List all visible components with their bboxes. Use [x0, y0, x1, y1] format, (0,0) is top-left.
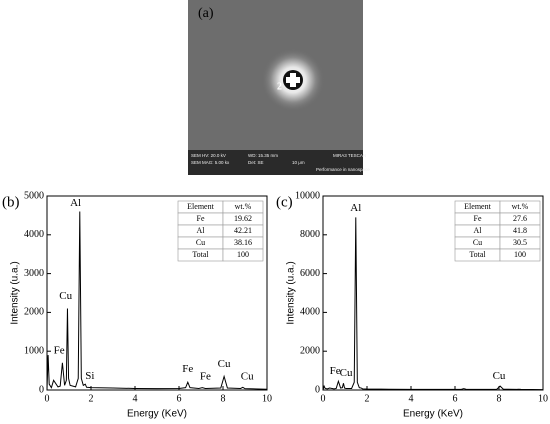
peak-label: Si [85, 370, 94, 382]
plot-frame [46, 195, 268, 391]
composition-table: Element wt.% Fe 27.6 Al 41.8 Cu 30.5 Total 100 [454, 200, 541, 262]
y-tick-label: 0 [315, 384, 320, 395]
table-text: Cu [473, 238, 482, 247]
sem-image: 2 (a) SEM HV: 20.0 kV WD: 15.35 mm MIRA3… [188, 0, 370, 175]
x-tick-label: 4 [133, 393, 138, 404]
info-text: SEM HV: 20.0 kV [191, 153, 226, 158]
y-tick-label: 0 [39, 384, 44, 395]
info-bar [188, 150, 363, 175]
peak-label: Cu [218, 358, 231, 370]
info-text: 10 μm [292, 160, 305, 165]
x-tick-label: 2 [365, 393, 370, 404]
table-text: Fe [197, 214, 205, 223]
y-tick-label: 2000 [300, 345, 320, 356]
table-text: wt.% [512, 202, 529, 211]
cross-marker [286, 73, 300, 87]
table-text: Total [469, 250, 486, 259]
table-text: 27.6 [513, 214, 527, 223]
info-text: MIRA3 TESCAN [333, 153, 366, 158]
y-tick-label: 5000 [24, 190, 44, 201]
y-tick-label: 3000 [24, 268, 44, 279]
peak-label: Cu [241, 371, 254, 383]
info-text: WD: 15.35 mm [248, 153, 278, 158]
marker-label: 2 [277, 81, 282, 92]
y-tick-label: 1000 [24, 345, 44, 356]
x-tick-label: 6 [177, 393, 182, 404]
table-text: Fe [474, 214, 482, 223]
table-text: 100 [514, 250, 526, 259]
table-text: 38.16 [234, 238, 252, 247]
x-tick-label: 0 [45, 393, 50, 404]
x-axis-label: Energy (KeV) [403, 409, 463, 420]
peak-label: Fe [54, 345, 65, 357]
table-text: Element [464, 202, 491, 211]
table-text: Element [187, 202, 214, 211]
peak-label: Cu [493, 370, 506, 382]
y-tick-label: 10000 [295, 190, 320, 201]
peak-label: Al [70, 197, 81, 209]
panel-label: (c) [276, 194, 293, 210]
table-text: Total [192, 250, 209, 259]
panel-label: (a) [198, 6, 214, 21]
y-tick-label: 2000 [24, 307, 44, 318]
x-tick-label: 2 [89, 393, 94, 404]
table-cell [222, 248, 264, 262]
peak-label: Al [350, 202, 361, 214]
table-text: Cu [196, 238, 205, 247]
x-tick-label: 6 [453, 393, 458, 404]
table-cell [499, 248, 541, 262]
info-text: Det: SE [248, 160, 264, 165]
spectrum-line [322, 217, 544, 391]
panel-label: (b) [2, 194, 20, 210]
table-text: Al [474, 226, 483, 235]
peak-label: Fe [182, 363, 193, 375]
info-text: Performance in nanospace [316, 167, 370, 172]
x-tick-label: 8 [221, 393, 226, 404]
peak-label: Cu [340, 367, 353, 379]
table-text: 41.8 [513, 226, 527, 235]
peak-label: Fe [330, 365, 341, 377]
y-axis-label: Intensity (u.a.) [286, 261, 297, 324]
x-axis-label: Energy (KeV) [127, 409, 187, 420]
y-tick-label: 8000 [300, 229, 320, 240]
plot-frame [322, 195, 544, 391]
table-text: wt.% [235, 202, 252, 211]
x-tick-label: 4 [409, 393, 414, 404]
peak-label: Cu [59, 290, 72, 302]
y-axis-label: Intensity (u.a.) [10, 261, 21, 324]
table-text: 19.62 [234, 214, 252, 223]
peak-label: Fe [200, 371, 211, 383]
y-tick-label: 4000 [24, 229, 44, 240]
spectrum-line [46, 211, 268, 391]
table-text: 100 [237, 250, 249, 259]
y-tick-label: 6000 [300, 268, 320, 279]
composition-table: Element wt.% Fe 19.62 Al 42.21 Cu 38.16 Total 100 [177, 200, 264, 262]
x-tick-label: 0 [321, 393, 326, 404]
info-text: SEM MAG: 5.00 kx [191, 160, 230, 165]
y-tick-label: 4000 [300, 307, 320, 318]
table-text: 42.21 [234, 226, 252, 235]
x-tick-label: 10 [262, 393, 272, 404]
table-text: 30.5 [513, 238, 527, 247]
x-tick-label: 10 [538, 393, 548, 404]
x-tick-label: 8 [497, 393, 502, 404]
table-text: Al [197, 226, 206, 235]
